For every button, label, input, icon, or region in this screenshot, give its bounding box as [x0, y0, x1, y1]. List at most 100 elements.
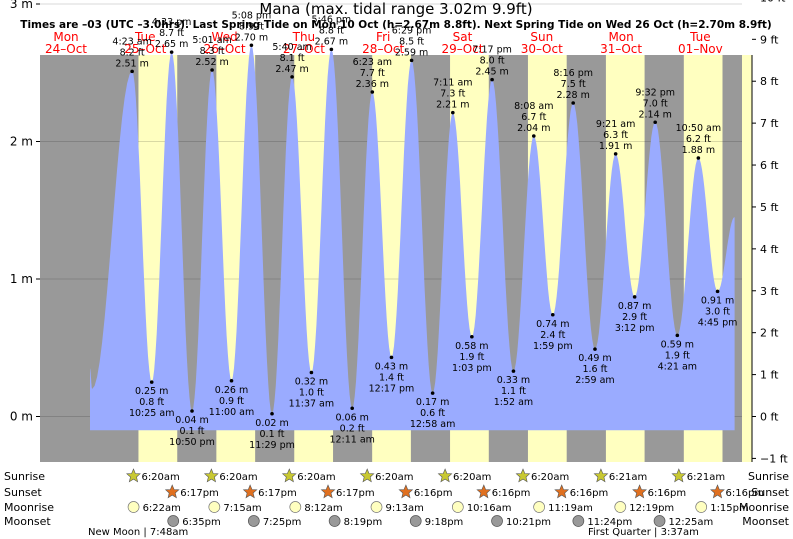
day-date: 25–Oct — [124, 42, 166, 56]
tide-label: 2.59 m — [395, 47, 428, 58]
moonset-icon — [167, 515, 180, 527]
tide-label: 2.36 m — [356, 79, 389, 90]
tide-label: 8.0 ft — [480, 56, 505, 67]
tide-label: 8.9 ft — [239, 21, 264, 32]
tide-point — [550, 312, 555, 317]
sunrise-time: 6:21am — [609, 472, 647, 483]
day-name: Tue — [134, 30, 156, 44]
right-margin-band — [742, 55, 752, 462]
tide-label: 0.1 ft — [179, 426, 204, 437]
day-date: 28–Oct — [362, 42, 404, 56]
tide-point — [229, 378, 234, 383]
sunset-icon — [476, 484, 492, 499]
moonrise-time: 11:19am — [548, 503, 593, 514]
moonset-icon — [328, 515, 341, 527]
tide-label: 6.7 ft — [521, 112, 546, 123]
tide-label: 3.0 ft — [705, 306, 730, 317]
tide-label: 2:59 am — [575, 375, 614, 386]
tide-label: 9:21 am — [596, 119, 635, 130]
tide-point — [593, 347, 597, 351]
day-date: 29–Oct — [441, 42, 483, 56]
tide-label: 8.7 ft — [159, 28, 184, 39]
tide-label: 7:11 am — [433, 78, 472, 89]
tide-point — [309, 370, 314, 375]
row-label-right: Sunset — [751, 486, 789, 499]
tide-point — [571, 101, 575, 105]
moonrise-icon — [208, 501, 221, 513]
tide-label: 2.28 m — [556, 90, 589, 101]
tide-point — [511, 369, 516, 373]
tide-point — [613, 152, 618, 156]
sunrise-time: 6:20am — [219, 472, 257, 483]
day-name: Fri — [376, 30, 390, 44]
moonrise-icon — [695, 501, 708, 513]
tide-point — [169, 50, 174, 54]
tide-label: 10:50 am — [676, 123, 721, 134]
y-tick-label-ft: 6 ft — [760, 159, 779, 172]
tide-label: 0.32 m — [295, 377, 328, 388]
day-date: 27–Oct — [283, 42, 325, 56]
tide-label: 2.70 m — [235, 32, 268, 43]
tide-label: 8:08 am — [514, 101, 553, 112]
tide-label: 5:46 pm — [312, 14, 352, 25]
tide-point — [715, 289, 720, 294]
tide-label: 0.58 m — [455, 341, 488, 352]
tide-point — [490, 77, 494, 82]
tide-label: 6.3 ft — [603, 130, 628, 141]
y-tick-label-ft: 10 ft — [760, 0, 786, 4]
tide-label: 1.6 ft — [582, 364, 607, 375]
tide-point — [329, 47, 334, 52]
moonrise-time: 8:12am — [304, 503, 342, 514]
moonset-icon — [491, 515, 503, 527]
sunrise-time: 6:21am — [687, 472, 725, 483]
tide-label: 2.04 m — [517, 123, 550, 134]
tide-label: 0.43 m — [375, 361, 408, 372]
day-name: Mon — [53, 30, 78, 44]
tide-label: 0.17 m — [416, 397, 449, 408]
day-headers: Mon24–OctTue25–OctWed26–OctThu27–OctFri2… — [45, 30, 723, 56]
moonset-time: 12:25am — [669, 517, 714, 528]
moonset-icon — [409, 515, 422, 527]
y-tick-label-m: 2 m — [10, 135, 33, 149]
tide-label: 9:32 pm — [635, 87, 675, 98]
tide-label: 0.04 m — [175, 415, 208, 426]
moonset-icon — [572, 515, 585, 527]
tide-point — [632, 295, 637, 299]
tide-label: 0.26 m — [215, 385, 248, 396]
tide-label: 0.06 m — [335, 412, 368, 423]
tide-label: 0.74 m — [536, 319, 569, 330]
row-label-left: Sunrise — [4, 470, 45, 483]
sunset-time: 6:16pm — [725, 488, 764, 499]
tide-label: 8.3 ft — [200, 46, 225, 57]
tide-label: 12:58 am — [410, 419, 455, 430]
tide-label: 2.52 m — [195, 57, 228, 68]
tide-label: 1.9 ft — [459, 352, 484, 363]
tide-point — [270, 411, 274, 416]
y-tick-label-ft: 9 ft — [760, 33, 779, 46]
y-tick-label-m: 0 m — [10, 410, 33, 424]
tide-label: 6.2 ft — [686, 134, 711, 145]
tide-label: 11:37 am — [289, 399, 334, 410]
sunrise-time: 6:20am — [375, 472, 413, 483]
tide-label: 8.8 ft — [319, 25, 344, 36]
day-date: 31–Oct — [600, 42, 642, 56]
tide-label: 1.4 ft — [379, 372, 404, 383]
moon-phase-first-quarter: First Quarter | 3:37am — [588, 527, 699, 538]
tide-label: 1.1 ft — [501, 386, 526, 397]
tide-label: 1.0 ft — [299, 388, 324, 399]
y-tick-label-ft: 2 ft — [760, 327, 779, 340]
sunrise-icon — [671, 468, 687, 483]
chart-subtitle: Times are –03 (UTC –3.0hrs). Last Spring… — [20, 19, 771, 31]
sunset-icon — [164, 484, 180, 499]
sunset-icon — [710, 484, 725, 499]
tide-label: 12:11 am — [329, 434, 374, 445]
tide-point — [675, 333, 680, 338]
sunset-icon — [398, 484, 414, 499]
moonset-time: 7:25pm — [263, 517, 302, 528]
sunset-time: 6:17pm — [258, 488, 297, 499]
day-name: Sun — [530, 30, 553, 44]
tide-point — [190, 409, 194, 413]
moon-phase-new: New Moon | 7:48am — [88, 527, 188, 538]
tide-label: 0.25 m — [135, 386, 168, 397]
moonrise-time: 12:19pm — [629, 503, 674, 514]
